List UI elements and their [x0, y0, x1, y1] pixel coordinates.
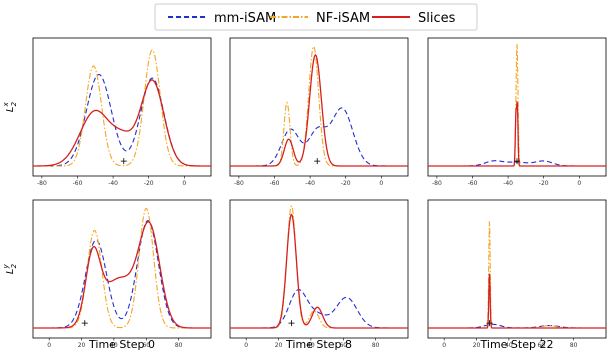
- panel-1-2: 0 20 40 60 80: [427, 199, 607, 349]
- ground-truth-marker: [288, 320, 295, 327]
- panels: -80 -60 -40 -20 0 -80 -60 -40 -20 0 -80 -60 -40 -20 00…: [32, 37, 607, 349]
- x-tick-label: 80: [570, 342, 578, 349]
- x-tick-label: 80: [175, 342, 183, 349]
- col-label-2: Time Step 22: [480, 338, 554, 351]
- panel-frame: [427, 37, 607, 177]
- series-slices: [230, 54, 408, 167]
- series-nf-isam: [230, 205, 408, 329]
- x-tick-label: 20: [275, 342, 283, 349]
- series-slices: [33, 221, 211, 329]
- legend-label-0: mm-iSAM: [214, 11, 276, 26]
- x-tick-label: 40: [110, 342, 118, 349]
- x-tick-label: 0: [577, 180, 581, 187]
- svg-text:Ly2: Ly2: [2, 263, 18, 274]
- x-tick-label: -40: [108, 180, 118, 187]
- legend-label-1: NF-iSAM: [316, 11, 370, 26]
- x-tick-label: 20: [78, 342, 86, 349]
- panel-1-1: 0 20 40 60 80: [229, 199, 409, 349]
- x-tick-label: -20: [341, 180, 351, 187]
- col-label-1: Time Step 8: [285, 338, 352, 351]
- panel-0-0: -80 -60 -40 -20 0: [32, 37, 212, 187]
- col-label-0: Time Step 0: [88, 338, 155, 351]
- ground-truth-marker: [120, 158, 127, 165]
- x-tick-label: 20: [473, 342, 481, 349]
- legend-label-2: Slices: [418, 11, 456, 26]
- x-tick-label: 40: [505, 342, 513, 349]
- x-tick-label: 0: [244, 342, 248, 349]
- x-tick-label: 60: [142, 342, 150, 349]
- x-tick-label: 0: [379, 180, 383, 187]
- x-tick-label: 60: [339, 342, 347, 349]
- series-slices: [428, 100, 606, 167]
- x-tick-label: -60: [468, 180, 478, 187]
- x-tick-label: -60: [73, 180, 83, 187]
- panel-frame: [32, 37, 212, 177]
- x-tick-label: -80: [37, 180, 47, 187]
- x-tick-label: -40: [503, 180, 513, 187]
- series-nf-isam: [33, 207, 211, 329]
- panel-0-2: -80 -60 -40 -20 0: [427, 37, 607, 187]
- series-nf-isam: [33, 49, 211, 167]
- labels: Lx2 Ly2 Time Step 0 Time Step 8 Time Step 22: [2, 101, 553, 351]
- series-nf-isam: [230, 45, 408, 167]
- x-tick-label: 40: [307, 342, 315, 349]
- series-mm-isam: [230, 107, 408, 167]
- x-tick-label: -40: [305, 180, 315, 187]
- x-tick-label: 0: [182, 180, 186, 187]
- x-tick-label: 60: [537, 342, 545, 349]
- ground-truth-marker: [314, 158, 321, 165]
- x-tick-label: -80: [432, 180, 442, 187]
- x-tick-label: 0: [47, 342, 51, 349]
- ground-truth-marker: [81, 320, 88, 327]
- panel-1-0: 0 20 40 60 80: [32, 199, 212, 349]
- panel-0-1: -80 -60 -40 -20 0: [229, 37, 409, 187]
- x-tick-label: -20: [144, 180, 154, 187]
- x-tick-label: 80: [372, 342, 380, 349]
- row-label-1: Ly2: [2, 263, 18, 274]
- x-tick-label: -60: [270, 180, 280, 187]
- svg-text:Lx2: Lx2: [2, 101, 18, 112]
- panel-frame: [427, 199, 607, 339]
- row-label-0: Lx2: [2, 101, 18, 112]
- x-tick-label: -80: [234, 180, 244, 187]
- panel-frame: [229, 199, 409, 339]
- ground-truth-marker: [486, 320, 493, 327]
- series-slices: [33, 79, 211, 167]
- series-nf-isam: [428, 221, 606, 329]
- series-slices: [428, 273, 606, 329]
- x-tick-label: 0: [442, 342, 446, 349]
- series-mm-isam: [33, 220, 211, 329]
- x-tick-label: -20: [539, 180, 549, 187]
- panel-frame: [32, 199, 212, 339]
- series-mm-isam: [33, 73, 211, 167]
- panel-frame: [229, 37, 409, 177]
- legend: mm-iSAM NF-iSAM Slices: [154, 3, 478, 31]
- series-slices: [230, 213, 408, 329]
- ground-truth-marker: [514, 158, 520, 165]
